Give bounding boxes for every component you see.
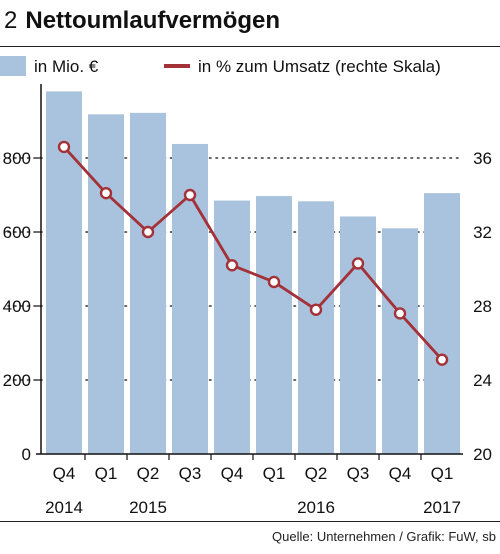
legend-line-swatch bbox=[164, 63, 190, 68]
y-left-tick-label: 200 bbox=[3, 371, 31, 390]
chart: 0 200 400 600 800 20 24 28 32 36 Q4 Q1 Q2 Q3 Q4 Q1 Q2 Q3 Q… bbox=[3, 84, 492, 517]
line-point bbox=[351, 257, 365, 270]
bar bbox=[340, 216, 376, 454]
x-tick-label: Q3 bbox=[347, 464, 370, 483]
y-right-tick-label: 24 bbox=[473, 371, 492, 390]
legend-item-bars: in Mio. € bbox=[0, 54, 98, 80]
legend-line-label: in % zum Umsatz (rechte Skala) bbox=[198, 57, 441, 76]
line-point bbox=[141, 225, 155, 239]
bar bbox=[88, 114, 124, 454]
x-tick-label: Q1 bbox=[263, 464, 286, 483]
line-point bbox=[57, 140, 71, 154]
x-tick-label: Q3 bbox=[179, 464, 202, 483]
axes bbox=[36, 84, 463, 460]
bar bbox=[214, 200, 250, 454]
tick-labels: 0 200 400 600 800 20 24 28 32 36 Q4 Q1 Q2 Q3 Q4 Q1 Q2 Q3 Q… bbox=[3, 149, 492, 517]
line-point bbox=[225, 259, 239, 272]
top-divider bbox=[0, 46, 500, 47]
bar bbox=[298, 201, 334, 454]
year-label: 2017 bbox=[423, 498, 461, 517]
y-left-tick-label: 600 bbox=[3, 223, 31, 242]
bar bbox=[256, 196, 292, 455]
year-label: 2014 bbox=[45, 498, 83, 517]
chart-number: 2 bbox=[4, 7, 18, 34]
x-tick-label: Q4 bbox=[221, 464, 244, 483]
x-tick-label: Q2 bbox=[305, 464, 328, 483]
chart-title: Nettoumlaufvermögen bbox=[25, 7, 281, 34]
line-point bbox=[183, 188, 197, 202]
legend-bar-swatch bbox=[0, 55, 26, 76]
x-tick-label: Q1 bbox=[95, 464, 118, 483]
y-left-tick-label: 0 bbox=[22, 445, 31, 464]
bar-series bbox=[46, 91, 460, 455]
x-tick-label: Q1 bbox=[431, 464, 454, 483]
line-point bbox=[267, 275, 281, 289]
bar bbox=[382, 228, 418, 454]
bar bbox=[130, 112, 166, 455]
legend-item-line: in % zum Umsatz (rechte Skala) bbox=[164, 54, 441, 80]
y-right-tick-label: 28 bbox=[473, 297, 492, 316]
x-tick-label: Q4 bbox=[389, 464, 412, 483]
chart-header: 2 Nettoumlaufvermögen bbox=[4, 6, 280, 36]
line-point bbox=[393, 307, 407, 320]
source-note: Quelle: Unternehmen / Grafik: FuW, sb bbox=[272, 529, 496, 544]
line-point bbox=[309, 303, 323, 316]
line-point bbox=[435, 353, 449, 366]
series-line bbox=[62, 145, 444, 361]
x-tick-label: Q2 bbox=[137, 464, 160, 483]
y-left-tick-label: 400 bbox=[3, 297, 31, 316]
y-left-tick-label: 800 bbox=[3, 149, 31, 168]
legend-bars-label: in Mio. € bbox=[34, 57, 99, 76]
bottom-divider bbox=[0, 521, 500, 522]
line-point bbox=[99, 186, 113, 200]
x-tick-label: Q4 bbox=[53, 464, 76, 483]
bar bbox=[424, 193, 460, 454]
y-right-tick-label: 32 bbox=[473, 223, 492, 242]
year-label: 2016 bbox=[297, 498, 335, 517]
year-label: 2015 bbox=[129, 498, 167, 517]
line-series bbox=[57, 140, 449, 366]
legend: in Mio. € in % zum Umsatz (rechte Skala) bbox=[0, 54, 500, 80]
y-right-tick-label: 36 bbox=[473, 149, 492, 168]
y-right-tick-label: 20 bbox=[473, 445, 492, 464]
